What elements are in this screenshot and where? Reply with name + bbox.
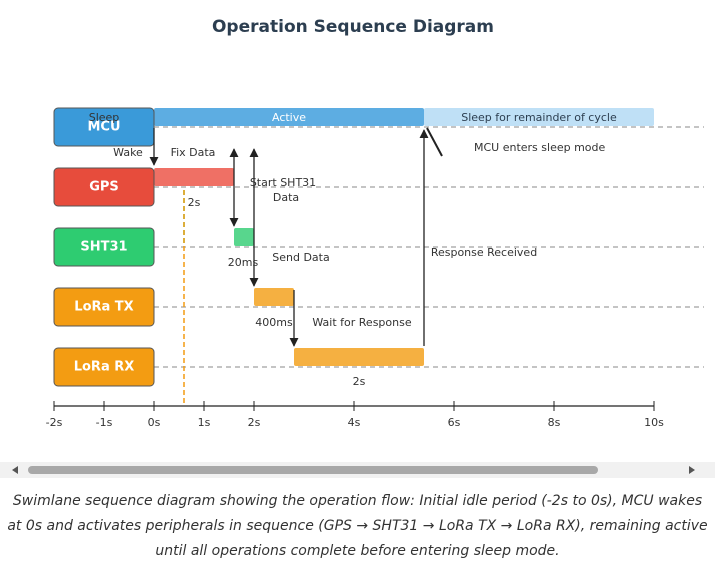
tick-label: -2s <box>46 416 63 429</box>
tick-label: 10s <box>644 416 664 429</box>
tick-label: 0s <box>148 416 161 429</box>
lane-box <box>53 347 155 387</box>
caption: Swimlane sequence diagram showing the op… <box>7 493 708 559</box>
annotation: Start SHT31 <box>250 176 316 189</box>
time-axis: -2s -1s 0s 1s 2s 4s 6s 8s 10s <box>46 401 664 429</box>
segment <box>154 168 234 186</box>
lane-box <box>53 107 155 147</box>
segment <box>154 108 424 126</box>
scroll-left[interactable] <box>12 466 18 474</box>
tick-label: 2s <box>248 416 261 429</box>
lane-note: Sleep <box>89 111 120 124</box>
annotation: 20ms <box>228 256 259 269</box>
lane-label: LoRa RX <box>74 360 135 375</box>
scrollbar-thumb[interactable] <box>28 466 598 474</box>
annotation: 400ms <box>255 316 293 329</box>
annotation: Send Data <box>272 251 329 264</box>
segment <box>424 108 654 126</box>
sleep-line <box>426 127 443 157</box>
segment-label: Active <box>272 111 306 124</box>
annotation: Data <box>273 191 299 204</box>
tick-label: 8s <box>548 416 561 429</box>
diagram: Operation Sequence Diagram Active Sleep f… <box>0 17 715 478</box>
lane-label: GPS <box>89 180 119 195</box>
annotation: 2s <box>188 196 201 209</box>
annotation: Wake <box>113 146 143 159</box>
lane-label: MCU <box>87 120 120 135</box>
lane-box <box>53 287 155 327</box>
annotation: Response Received <box>431 246 537 259</box>
lane-label: SHT31 <box>80 240 127 255</box>
lane-box <box>53 167 155 207</box>
annotation: Fix Data <box>171 146 216 159</box>
segment-label: Sleep for remainder of cycle <box>461 111 617 124</box>
lane-label: LoRa TX <box>74 300 133 315</box>
lanes: Active Sleep for remainder of cycle MCUSle… <box>53 107 704 405</box>
tick-label: 6s <box>448 416 461 429</box>
segment <box>234 228 254 246</box>
lane-box <box>53 227 155 267</box>
tick-label: 1s <box>198 416 211 429</box>
annotation: MCU enters sleep mode <box>474 141 606 154</box>
scroll-right[interactable] <box>689 466 695 474</box>
title: Operation Sequence Diagram <box>212 17 494 37</box>
annotation: Wait for Response <box>312 316 411 329</box>
tick-label: 4s <box>348 416 361 429</box>
segment <box>254 288 294 306</box>
segment <box>294 348 424 366</box>
arrows <box>149 127 443 347</box>
tick-label: -1s <box>96 416 113 429</box>
annotation: 2s <box>353 375 366 388</box>
